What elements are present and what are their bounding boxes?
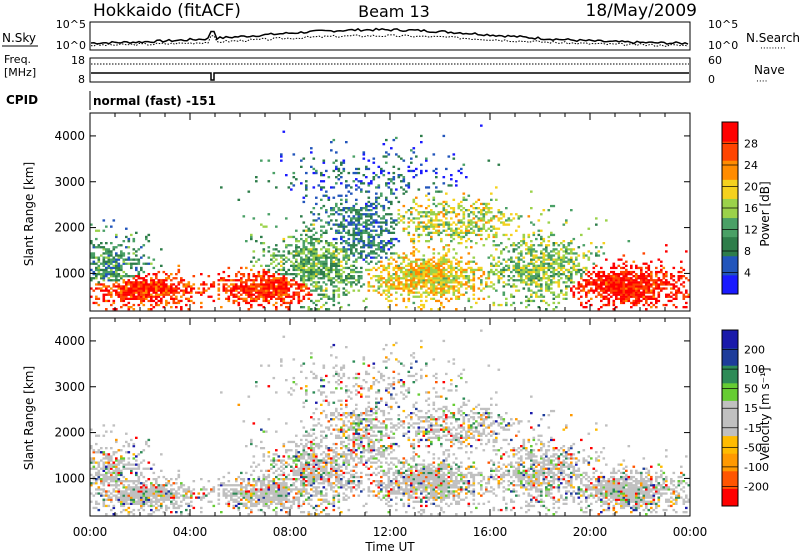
freq-tick-bottom: 8 [78,73,85,86]
colorbar-swatch [722,330,738,349]
colorbar-swatch [722,141,738,161]
colorbar-swatch [722,418,738,437]
nsky-panel-frame [89,21,691,51]
power-colorbar: 28 24 20 16 12 8 4 [721,121,758,295]
beam-title: Beam 13 [358,2,430,21]
y-tick-label: 1000 [54,266,85,280]
velocity-colorbar: 200 100 50 15 -15 -50 -100 -200 [721,329,769,507]
colorbar-tick-label: 16 [744,202,758,215]
colorbar-swatch [722,365,738,384]
nsearch-marker: ········· [760,44,786,54]
colorbar-swatch [722,347,738,366]
colorbar-tick-label: -200 [744,480,769,493]
colorbar-tick-label: 20 [744,181,758,194]
freq-label-2: [MHz] [4,66,36,79]
colorbar-swatch [722,382,738,401]
nsearch-line [90,34,689,48]
station-title: Hokkaido (fitACF) [93,1,241,21]
y-tick-label: 1000 [54,471,85,485]
colorbar-tick-label: -100 [744,461,769,474]
power-colorbar-label: Power [dB] [758,181,772,246]
colorbar-tick-label: 24 [744,159,758,172]
colorbar-tick-label: -50 [744,441,762,454]
colorbar-swatch [722,160,738,180]
y-tick-label: 4000 [54,334,85,348]
x-tick-label: 04:00 [173,525,208,539]
nave-tick-top: 60 [708,54,722,67]
colorbar-tick-label: 50 [744,383,758,396]
colorbar-tick-label: 4 [744,267,751,280]
freq-tick-top: 18 [71,54,85,67]
freq-line [91,72,689,81]
colorbar-swatch [722,488,738,507]
power-heatmap-cells [90,124,691,311]
freq-label-1: Freq. [4,53,31,66]
nsearch-tick-bottom: 10^0 [708,39,738,52]
colorbar-swatch [722,179,738,199]
freq-panel-frame [89,57,691,83]
nsearch-tick-top: 10^5 [708,18,738,31]
nave-marker: ···· [756,77,767,87]
colorbar-swatch [722,435,738,454]
nsky-tick-top: 10^5 [56,18,86,31]
colorbar-tick-label: 12 [744,224,758,237]
colorbar-swatch [722,255,738,276]
x-tick-label: 08:00 [273,525,308,539]
colorbar-tick-label: 28 [744,138,758,151]
axes-ticks: 4000 3000 2000 1000 4000 3000 2000 1000 00:00 04:… [54,113,707,539]
nsearch-label: N.Search [746,31,800,45]
colorbar-swatch [722,470,738,489]
date-title: 18/May/2009 [586,1,698,21]
colorbar-swatch [722,122,738,142]
colorbar-swatch [722,236,738,257]
velocity-heatmap-cells [90,329,691,516]
x-tick-label: 20:00 [573,525,608,539]
colorbar-tick-label: 200 [744,344,765,357]
colorbar-tick-label: 100 [744,363,765,376]
nave-label: Nave [754,63,785,77]
nsky-line [90,27,689,45]
cpid-label: CPID [6,93,38,107]
colorbar-swatch [722,400,738,419]
x-tick-label: 00:00 [673,525,708,539]
nsky-tick-bottom: 10^0 [56,39,86,52]
x-tick-label: 16:00 [473,525,508,539]
x-tick-label: 12:00 [373,525,408,539]
y-tick-label: 2000 [54,221,85,235]
power-ylabel: Slant Range [km] [22,162,36,266]
colorbar-swatch [722,453,738,472]
x-tick-label: 00:00 [73,525,108,539]
colorbar-tick-label: 8 [744,245,751,258]
y-tick-label: 4000 [54,129,85,143]
colorbar-swatch [722,274,738,295]
colorbar-tick-label: -15 [744,422,762,435]
nsky-label: N.Sky [2,31,36,45]
velocity-ylabel: Slant Range [km] [22,366,36,470]
colorbar-tick-label: 15 [744,402,758,415]
y-tick-label: 2000 [54,426,85,440]
cpid-value: normal (fast) -151 [93,94,216,108]
xlabel: Time UT [364,540,415,554]
y-tick-label: 3000 [54,175,85,189]
y-tick-label: 3000 [54,380,85,394]
nave-tick-bottom: 0 [708,73,715,86]
colorbar-swatch [722,217,738,238]
velocity-colorbar-label: Velocity [m s⁻¹] [758,367,772,460]
